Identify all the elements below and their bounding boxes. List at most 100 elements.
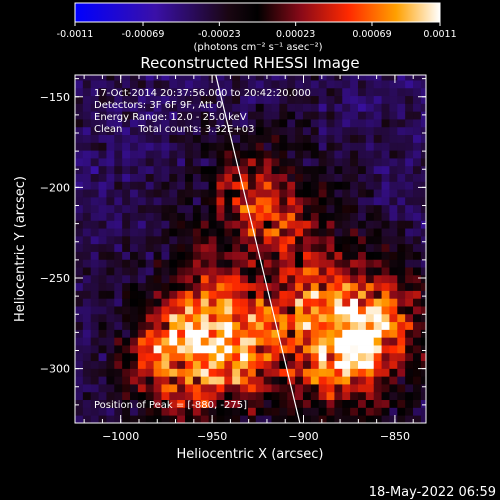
heatmap-cell (208, 306, 217, 315)
heatmap-cell (247, 134, 257, 143)
heatmap-cell (137, 298, 147, 307)
heatmap-cell (177, 204, 186, 213)
heatmap-cell (192, 313, 202, 323)
heatmap-cell (90, 150, 99, 159)
heatmap-cell (302, 321, 312, 330)
heatmap-cell (334, 235, 343, 245)
heatmap-cell (185, 251, 194, 260)
heatmap-cell (255, 329, 265, 338)
heatmap-cell (334, 165, 343, 174)
heatmap-cell (420, 384, 426, 393)
heatmap-cell (90, 407, 99, 416)
heatmap-cell (405, 228, 414, 237)
heatmap-cell (302, 243, 312, 252)
heatmap-cell (75, 376, 84, 385)
heatmap-cell (381, 274, 390, 284)
heatmap-cell (224, 259, 233, 268)
heatmap-cell (216, 111, 225, 120)
heatmap-cell (389, 212, 398, 221)
heatmap-cell (397, 111, 406, 120)
heatmap-cell (342, 243, 351, 252)
heatmap-cell (357, 204, 367, 213)
heatmap-cell (381, 329, 390, 338)
heatmap-cell (169, 352, 178, 362)
heatmap-cell (106, 321, 115, 330)
heatmap-cell (114, 360, 123, 369)
heatmap-cell (82, 181, 92, 190)
heatmap-cell (177, 220, 186, 229)
heatmap-cell (145, 368, 155, 377)
heatmap-cell (90, 368, 99, 377)
heatmap-cell (389, 282, 398, 291)
heatmap-cell (90, 189, 99, 198)
heatmap-cell (145, 95, 155, 104)
heatmap-cell (271, 87, 280, 97)
heatmap-cell (185, 329, 194, 338)
heatmap-cell (82, 399, 92, 408)
heatmap-cell (326, 360, 335, 369)
heatmap-cell (232, 103, 241, 112)
heatmap-cell (208, 103, 217, 112)
heatmap-cell (381, 259, 390, 268)
heatmap-cell (161, 345, 170, 354)
heatmap-cell (153, 95, 162, 104)
heatmap-cell (350, 368, 359, 377)
heatmap-cell (130, 337, 139, 346)
heatmap-cell (169, 407, 178, 416)
heatmap-cell (82, 337, 92, 346)
heatmap-cell (420, 196, 426, 206)
heatmap-cell (192, 321, 202, 330)
heatmap-cell (405, 95, 414, 104)
heatmap-cell (161, 165, 170, 174)
heatmap-cell (145, 75, 155, 81)
heatmap-cell (106, 235, 115, 245)
heatmap-cell (318, 329, 327, 338)
heatmap-cell (232, 399, 241, 408)
heatmap-cell (350, 119, 359, 128)
heatmap-cell (224, 158, 233, 167)
heatmap-cell (413, 376, 422, 385)
heatmap-cell (177, 111, 186, 120)
heatmap-cell (365, 267, 375, 276)
heatmap-cell (350, 391, 359, 401)
y-axis-ticks: −300−250−200−150 (40, 78, 426, 424)
heatmap-cell (405, 181, 414, 190)
heatmap-cell (302, 196, 312, 206)
heatmap-cell (413, 150, 422, 159)
heatmap-cell (287, 158, 296, 167)
heatmap-cell (318, 212, 327, 221)
heatmap-cell (130, 204, 139, 213)
x-axis-label: Heliocentric X (arcsec) (177, 447, 324, 462)
heatmap-cell (350, 313, 359, 323)
heatmap-cell (271, 384, 280, 393)
heatmap-cell (255, 368, 265, 377)
heatmap-cell (82, 204, 92, 213)
heatmap-cell (373, 212, 382, 221)
heatmap-cell (334, 306, 343, 315)
heatmap-cell (232, 282, 241, 291)
heatmap-cell (106, 368, 115, 377)
heatmap-cell (224, 134, 233, 143)
heatmap-cell (413, 142, 422, 151)
heatmap-cell (130, 321, 139, 330)
heatmap-cell (342, 158, 351, 167)
heatmap-cell (98, 298, 107, 307)
heatmap-cell (263, 251, 272, 260)
heatmap-cell (413, 415, 422, 423)
heatmap-cell (192, 360, 202, 369)
heatmap-cell (271, 204, 280, 213)
heatmap-cell (381, 75, 390, 81)
heatmap-cell (381, 196, 390, 206)
heatmap-cell (302, 391, 312, 401)
heatmap-cell (381, 368, 390, 377)
heatmap-cell (90, 391, 99, 401)
heatmap-cell (413, 407, 422, 416)
heatmap-cell (405, 321, 414, 330)
heatmap-cell (122, 142, 131, 151)
heatmap-cell (192, 103, 202, 112)
heatmap-cell (263, 360, 272, 369)
heatmap-cell (381, 345, 390, 354)
heatmap-cell (326, 158, 335, 167)
heatmap-cell (405, 352, 414, 362)
heatmap-cell (106, 220, 115, 229)
